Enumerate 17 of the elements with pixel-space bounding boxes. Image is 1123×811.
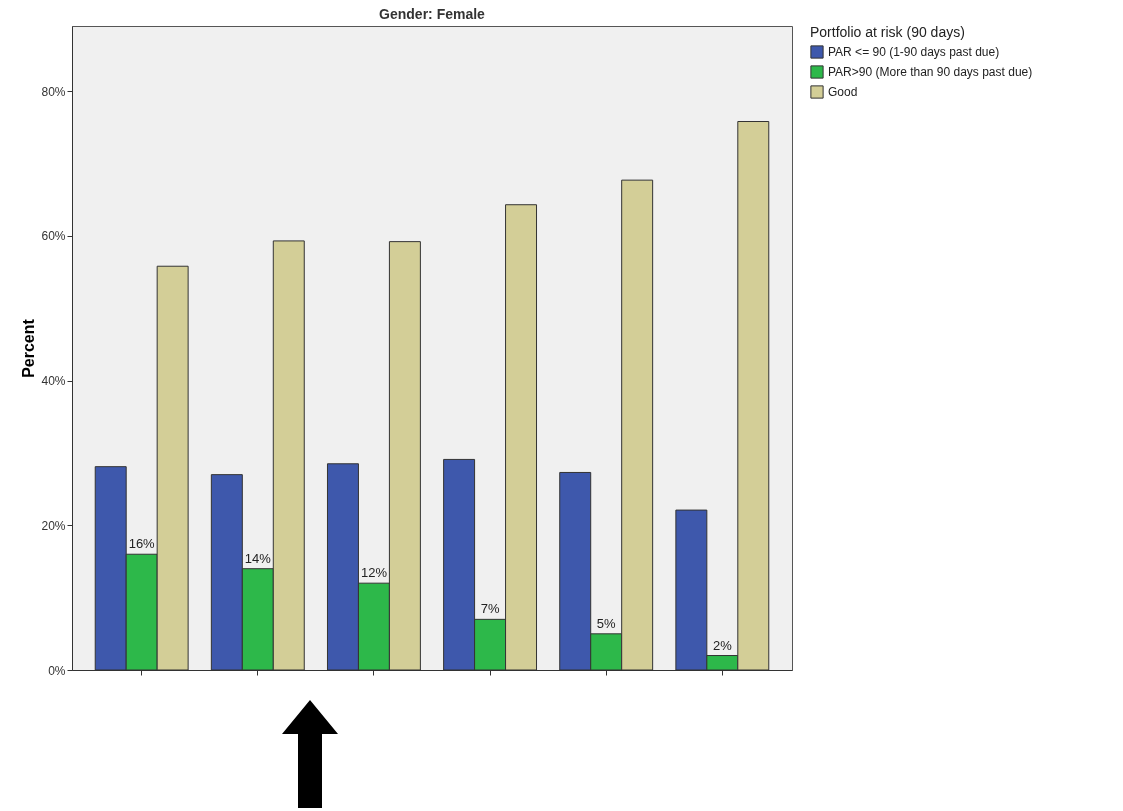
legend-label: PAR <= 90 (1-90 days past due) bbox=[828, 45, 1000, 59]
y-tick-label: 60% bbox=[41, 229, 66, 244]
y-tick-label: 80% bbox=[41, 84, 66, 99]
data-label: 12% bbox=[360, 565, 388, 581]
data-label: 7% bbox=[480, 601, 500, 617]
legend-label: PAR>90 (More than 90 days past due) bbox=[828, 65, 1033, 79]
chart-title: Gender: Female bbox=[379, 6, 486, 22]
data-label: 5% bbox=[596, 615, 617, 631]
data-label: 14% bbox=[244, 550, 272, 566]
y-axis-title: Percent bbox=[20, 318, 38, 378]
legend-label: Good bbox=[828, 85, 858, 99]
y-tick-label: 0% bbox=[48, 663, 66, 678]
y-tick-label: 40% bbox=[41, 374, 66, 389]
data-label: 16% bbox=[128, 536, 156, 552]
y-tick-label: 20% bbox=[41, 518, 66, 533]
data-label: 2% bbox=[712, 637, 733, 653]
legend-title: Portfolio at risk (90 days) bbox=[810, 24, 965, 40]
